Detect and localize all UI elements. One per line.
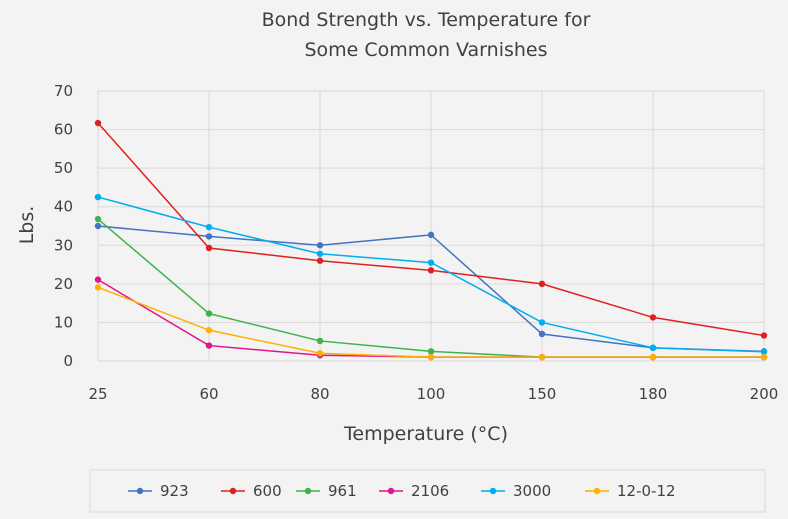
legend: 923 600 961 2106 3000 12-0-12 — [128, 482, 676, 500]
legend-label: 3000 — [513, 482, 551, 500]
data-point — [649, 314, 657, 321]
y-tick-label: 40 — [54, 198, 73, 216]
legend-swatch-marker — [489, 487, 497, 495]
series-3000 — [94, 193, 768, 355]
data-point — [427, 353, 435, 361]
legend-item: 12-0-12 — [585, 482, 676, 500]
y-tick-label: 10 — [54, 313, 73, 331]
grid — [97, 90, 765, 362]
series-600 — [94, 119, 768, 339]
data-point — [427, 259, 435, 266]
data-point — [760, 348, 768, 355]
x-tick-label: 150 — [528, 385, 557, 403]
data-point — [427, 348, 435, 355]
legend-label: 12-0-12 — [617, 482, 676, 500]
y-axis-label: Lbs. — [16, 206, 38, 245]
x-tick-label: 80 — [310, 385, 329, 403]
data-point — [316, 257, 324, 264]
legend-label: 923 — [160, 482, 189, 500]
series-lines — [94, 119, 768, 361]
x-tick-label: 180 — [639, 385, 668, 403]
data-point — [427, 231, 435, 239]
data-point — [94, 276, 102, 283]
legend-swatch-marker — [304, 487, 312, 495]
legend-item: 2106 — [379, 482, 449, 500]
data-point — [94, 215, 102, 223]
legend-swatch-marker — [593, 487, 601, 495]
data-point — [316, 337, 324, 345]
data-point — [205, 223, 213, 231]
legend-item: 961 — [296, 482, 357, 500]
chart-title-line-1: Bond Strength vs. Temperature for — [262, 9, 591, 31]
legend-label: 2106 — [411, 482, 449, 500]
legend-box — [89, 469, 766, 513]
y-tick-label: 50 — [54, 159, 73, 177]
data-point — [205, 342, 213, 349]
data-point — [316, 242, 324, 249]
data-point — [316, 350, 324, 357]
y-tick-label: 0 — [63, 352, 73, 370]
y-tick-label: 30 — [54, 236, 73, 254]
data-point — [94, 222, 102, 230]
x-tick-label: 200 — [750, 385, 779, 403]
x-tick-label: 100 — [417, 385, 446, 403]
legend-item: 3000 — [481, 482, 551, 500]
data-point — [94, 119, 102, 127]
x-tick-label: 60 — [199, 385, 218, 403]
x-axis-ticks: 25 60 80 100 150 180 200 — [88, 385, 778, 403]
legend-label: 961 — [328, 482, 357, 500]
data-point — [538, 280, 546, 288]
data-point — [427, 267, 435, 274]
data-point — [205, 310, 213, 317]
x-tick-label: 25 — [88, 385, 107, 403]
data-point — [94, 284, 102, 291]
legend-item: 600 — [221, 482, 282, 500]
data-point — [649, 353, 657, 361]
y-tick-label: 20 — [54, 275, 73, 293]
data-point — [205, 326, 213, 334]
y-tick-label: 60 — [54, 121, 73, 139]
legend-item: 923 — [128, 482, 189, 500]
data-point — [538, 319, 546, 326]
x-axis-label: Temperature (°C) — [343, 423, 508, 445]
y-axis-ticks: 0 10 20 30 40 50 60 70 — [54, 82, 73, 370]
data-point — [538, 353, 546, 361]
legend-swatch-marker — [229, 487, 237, 495]
data-point — [760, 353, 768, 361]
legend-label: 600 — [253, 482, 282, 500]
y-tick-label: 70 — [54, 82, 73, 100]
data-point — [538, 330, 546, 338]
data-point — [760, 332, 768, 339]
data-point — [316, 250, 324, 257]
legend-swatch-marker — [136, 487, 144, 495]
legend-swatch-marker — [387, 487, 395, 495]
data-point — [205, 233, 213, 240]
chart-title-line-2: Some Common Varnishes — [304, 39, 547, 61]
data-point — [205, 244, 213, 252]
series-12-0-12 — [94, 284, 768, 361]
data-point — [94, 193, 102, 201]
data-point — [649, 344, 657, 352]
